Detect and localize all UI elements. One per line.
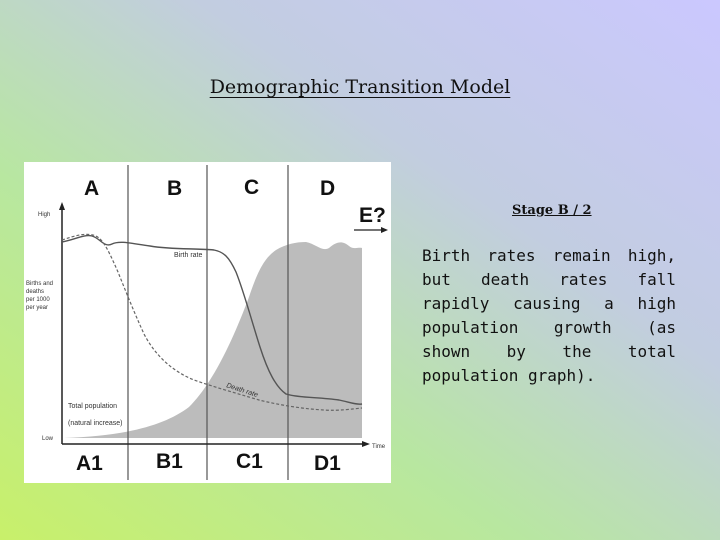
- y-axis-title-line: Births and: [26, 281, 53, 287]
- stage-label-e: E?: [359, 204, 386, 227]
- diagram-svg: A B C D E? A1 B1 C1 D1 High Low Births a…: [26, 165, 388, 480]
- birth-rate-line: [61, 234, 363, 405]
- e-arrow-head: [381, 227, 388, 233]
- stage-label-a: A: [84, 177, 99, 200]
- stage-label-a1: A1: [76, 452, 103, 475]
- birth-rate-label: Birth rate: [174, 252, 203, 259]
- stage-label-d: D: [320, 177, 335, 200]
- stage-description: Birth rates remain high, but death rates…: [422, 246, 676, 385]
- y-axis-arrow: [59, 202, 65, 210]
- stage-heading: Stage B / 2: [512, 203, 592, 218]
- slide-title: Demographic Transition Model: [209, 76, 511, 98]
- y-axis-title: Births and deaths per 1000 per year: [26, 281, 55, 311]
- stage-label-c: C: [244, 176, 259, 199]
- stage-label-b1: B1: [156, 450, 183, 473]
- x-axis-arrow: [362, 441, 370, 447]
- x-axis-title: Time: [372, 444, 386, 450]
- y-axis-high-label: High: [38, 212, 50, 218]
- total-population-label: Total population: [68, 403, 117, 410]
- stage-label-c1: C1: [236, 450, 263, 473]
- natural-increase-label: (natural increase): [68, 420, 122, 427]
- y-axis-title-line: deaths: [26, 289, 44, 295]
- demographic-transition-diagram: A B C D E? A1 B1 C1 D1 High Low Births a…: [24, 162, 391, 483]
- y-axis-title-line: per 1000: [26, 297, 50, 303]
- stage-label-b: B: [167, 177, 182, 200]
- stage-label-d1: D1: [314, 452, 341, 475]
- y-axis-low-label: Low: [42, 436, 54, 442]
- y-axis-title-line: per year: [26, 305, 48, 311]
